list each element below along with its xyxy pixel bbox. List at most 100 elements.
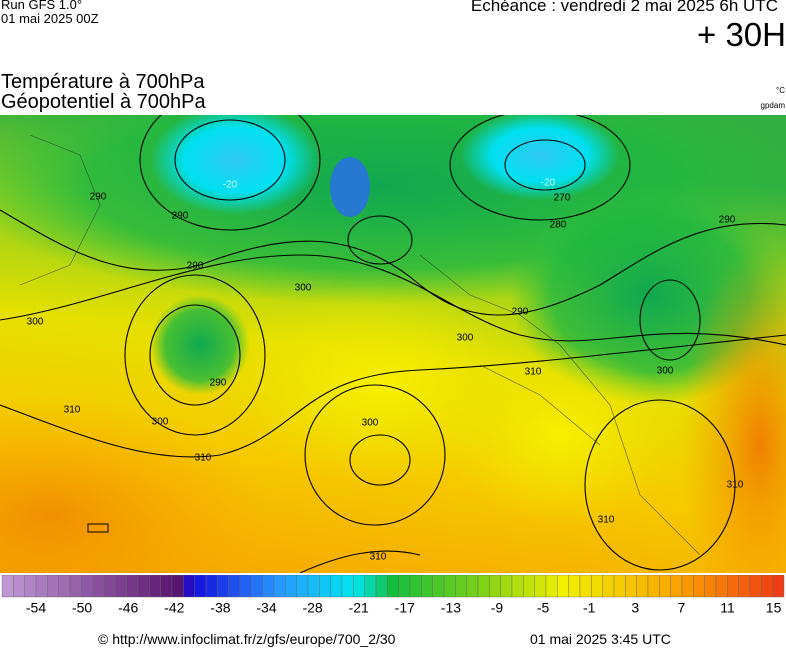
color-swatch <box>92 575 105 598</box>
contour-label: 310 <box>727 480 744 491</box>
color-swatch <box>693 575 705 598</box>
contour-label: 290 <box>512 307 529 318</box>
contour-label: 310 <box>598 515 615 526</box>
color-swatch <box>1 575 14 598</box>
run-date: 01 mai 2025 00Z <box>1 11 99 26</box>
color-bar-label: 15 <box>766 600 782 616</box>
color-swatch <box>398 575 411 598</box>
lead-time: + 30H <box>697 16 786 53</box>
color-swatch <box>47 575 59 598</box>
color-swatch <box>489 575 501 598</box>
color-swatch <box>13 575 25 598</box>
color-swatch <box>35 575 48 598</box>
color-swatch <box>647 575 660 598</box>
contour-label: 290 <box>172 211 189 222</box>
color-swatch <box>375 575 388 598</box>
title-geopotential: Géopotentiel à 700hPa <box>1 91 206 113</box>
color-swatch <box>727 575 739 598</box>
color-swatch <box>670 575 683 598</box>
color-swatch <box>330 575 343 598</box>
color-bar-label: 3 <box>631 600 639 616</box>
color-swatch <box>217 575 229 598</box>
color-swatch <box>205 575 218 598</box>
color-bar-label: -34 <box>256 600 276 616</box>
color-swatch <box>443 575 456 598</box>
color-bar: -54 -50 -46 -42 -38 -34 -28 -21 -17 -13 -9 -5 -1 3 7 11… <box>1 575 785 616</box>
contour-label: 290 <box>187 261 204 272</box>
color-swatch <box>749 575 762 598</box>
color-bar-label: 11 <box>720 600 735 616</box>
color-swatch <box>183 575 195 598</box>
color-swatch <box>613 575 626 598</box>
color-bar-label: -13 <box>441 600 461 616</box>
color-swatch <box>103 575 116 598</box>
color-bar-label: -42 <box>164 600 184 616</box>
issued-time: 01 mai 2025 3:45 UTC <box>530 631 671 647</box>
contour-label: 300 <box>27 317 44 328</box>
color-swatch <box>296 575 309 598</box>
unit-temperature: °C <box>776 86 785 95</box>
source-credit: © http://www.infoclimat.fr/z/gfs/europe/… <box>98 631 396 647</box>
color-swatch <box>523 575 535 598</box>
color-swatch <box>568 575 581 598</box>
color-swatch <box>160 575 173 598</box>
contour-label: 290 <box>210 378 227 389</box>
color-swatch <box>681 575 694 598</box>
contour-label: 300 <box>457 333 474 344</box>
color-swatch <box>704 575 717 598</box>
unit-geopotential: gpdam <box>760 101 785 110</box>
valid-time: Echéance : vendredi 2 mai 2025 6h UTC <box>470 0 778 15</box>
color-swatch <box>81 575 93 598</box>
title-temperature: Température à 700hPa <box>1 71 205 93</box>
color-bar-label: -17 <box>395 600 415 616</box>
color-swatch <box>364 575 377 598</box>
contour-label: 310 <box>195 453 212 464</box>
color-swatch <box>409 575 422 598</box>
color-swatch <box>772 575 785 598</box>
color-swatch <box>58 575 71 598</box>
map: 290 290 290 290 300 300 300 300 300 300 310 310 310 3… <box>0 115 786 573</box>
color-swatch <box>761 575 773 598</box>
color-swatch <box>194 575 207 598</box>
color-swatch <box>387 575 399 598</box>
color-swatch <box>738 575 751 598</box>
color-swatch <box>545 575 558 598</box>
color-swatch <box>228 575 241 598</box>
color-swatch <box>557 575 569 598</box>
color-swatch <box>602 575 615 598</box>
contour-label: 300 <box>295 283 312 294</box>
color-swatch <box>579 575 592 598</box>
color-swatch <box>307 575 320 598</box>
color-swatch <box>511 575 524 598</box>
color-bar-label: -5 <box>537 600 550 616</box>
color-swatch <box>636 575 649 598</box>
contour-label: -20 <box>541 178 556 189</box>
color-swatch <box>171 575 184 598</box>
color-swatch <box>353 575 365 598</box>
color-swatch <box>591 575 603 598</box>
contour-label: 290 <box>719 215 736 226</box>
color-swatch <box>239 575 252 598</box>
color-swatch <box>262 575 275 598</box>
color-swatch <box>432 575 445 598</box>
color-swatch <box>455 575 467 598</box>
color-swatch <box>500 575 513 598</box>
color-swatch <box>534 575 547 598</box>
contour-label: 300 <box>362 418 379 429</box>
color-swatch <box>273 575 286 598</box>
contour-label: -20 <box>223 180 238 191</box>
color-swatch <box>319 575 331 598</box>
contour-label: 280 <box>550 220 567 231</box>
color-swatch <box>421 575 433 598</box>
contour-label: 300 <box>657 366 674 377</box>
color-bar-label: 7 <box>678 600 686 616</box>
color-swatch <box>715 575 728 598</box>
color-bar-label: -46 <box>118 600 138 616</box>
color-bar-label: -38 <box>210 600 230 616</box>
run-label: Run GFS 1.0° <box>1 0 83 12</box>
color-bar-label: -28 <box>302 600 322 616</box>
color-swatch <box>477 575 490 598</box>
contour-label: 310 <box>64 405 81 416</box>
contour-label: 300 <box>152 417 169 428</box>
